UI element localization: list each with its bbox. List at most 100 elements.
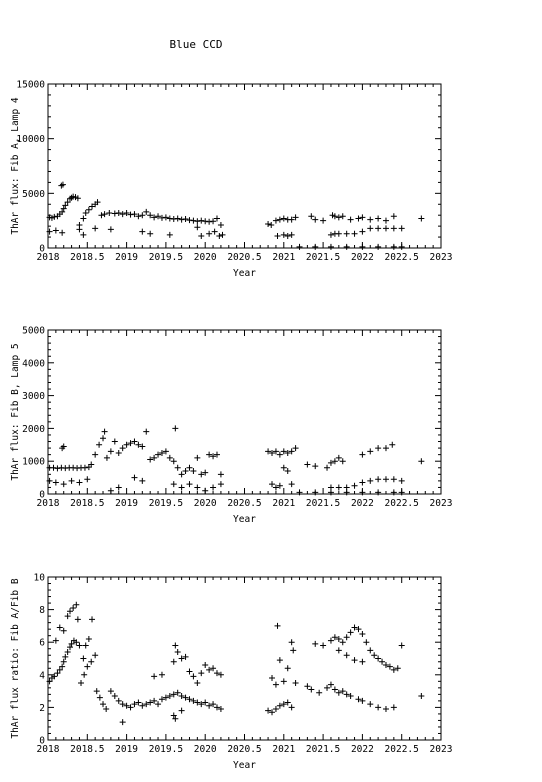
data-point xyxy=(398,225,405,232)
data-point xyxy=(339,639,346,646)
data-point xyxy=(210,701,217,708)
y-tick-label: 0 xyxy=(39,490,45,501)
data-point xyxy=(178,471,185,478)
data-point xyxy=(198,670,205,677)
data-point xyxy=(158,450,165,456)
data-point xyxy=(101,211,108,218)
data-point xyxy=(139,443,146,450)
x-tick-label: 2020.5 xyxy=(227,744,261,755)
figure-title: Blue CCD xyxy=(170,38,223,51)
data-point xyxy=(162,694,169,701)
data-point xyxy=(320,217,327,224)
data-point xyxy=(269,675,276,682)
data-point xyxy=(119,445,126,452)
data-point xyxy=(162,448,169,455)
data-point xyxy=(123,702,130,709)
data-point xyxy=(119,211,126,218)
data-point xyxy=(280,215,287,222)
data-point xyxy=(135,441,142,448)
data-point xyxy=(198,232,205,239)
data-point xyxy=(331,213,338,220)
data-point xyxy=(335,689,342,696)
data-point xyxy=(398,477,405,484)
data-point xyxy=(213,704,220,711)
data-point xyxy=(359,697,366,704)
data-point xyxy=(272,484,279,491)
data-point xyxy=(335,647,342,654)
data-point xyxy=(331,458,338,465)
data-point xyxy=(202,662,209,669)
data-point xyxy=(174,464,181,471)
x-tick-label: 2020.5 xyxy=(227,252,261,263)
data-point xyxy=(190,217,197,224)
data-point xyxy=(355,696,362,703)
data-point xyxy=(182,694,189,701)
data-point xyxy=(382,225,389,232)
data-point xyxy=(190,673,197,680)
x-tick-label: 2018 xyxy=(37,744,60,755)
data-point xyxy=(170,658,177,665)
y-tick-label: 2 xyxy=(39,703,45,714)
data-point xyxy=(127,211,134,218)
data-point xyxy=(269,481,276,488)
data-point xyxy=(70,604,77,611)
data-point xyxy=(308,686,315,693)
data-point xyxy=(316,689,323,696)
x-tick-label: 2021.5 xyxy=(306,744,340,755)
data-point xyxy=(339,458,346,465)
data-point xyxy=(151,673,158,680)
data-point xyxy=(351,624,358,631)
data-point xyxy=(174,648,181,655)
data-point xyxy=(213,451,220,458)
plot-frame xyxy=(47,576,442,741)
data-point xyxy=(60,443,67,450)
plot-frame xyxy=(47,83,442,249)
data-point xyxy=(382,217,389,224)
data-point xyxy=(115,450,122,456)
data-point xyxy=(139,228,146,235)
data-point xyxy=(213,670,220,677)
data-point xyxy=(288,231,295,238)
data-point xyxy=(288,704,295,711)
data-point xyxy=(85,206,92,213)
x-tick-label: 2022.5 xyxy=(385,744,419,755)
data-point xyxy=(272,217,279,224)
data-point xyxy=(73,639,80,646)
data-point xyxy=(390,225,397,232)
y-tick-label: 10000 xyxy=(16,134,45,145)
data-point xyxy=(210,665,217,672)
data-point xyxy=(158,671,165,678)
data-point xyxy=(327,459,334,466)
data-point xyxy=(194,454,201,461)
data-point xyxy=(147,456,154,463)
data-point xyxy=(59,229,66,236)
data-point xyxy=(390,213,397,220)
data-point xyxy=(178,484,185,491)
x-tick-label: 2019.5 xyxy=(149,252,183,263)
data-point xyxy=(280,678,287,685)
data-point xyxy=(186,696,193,703)
data-point xyxy=(265,707,272,714)
data-point xyxy=(375,489,382,496)
data-point xyxy=(265,220,272,227)
data-point xyxy=(367,477,374,484)
data-point xyxy=(158,214,165,221)
data-point xyxy=(274,622,281,629)
y-tick-label: 10 xyxy=(34,573,46,584)
data-point xyxy=(367,225,374,232)
data-point xyxy=(280,231,287,238)
data-point xyxy=(347,216,354,223)
data-point xyxy=(284,450,291,456)
data-point xyxy=(54,465,61,472)
data-point xyxy=(155,701,162,708)
data-point xyxy=(265,448,272,455)
data-point xyxy=(292,214,299,221)
data-point xyxy=(170,458,177,465)
data-point xyxy=(139,212,146,219)
data-point xyxy=(371,652,378,659)
y-axis-label: ThAr flux ratio: Fib A/Fib B xyxy=(10,578,21,738)
data-point xyxy=(217,481,224,488)
data-point xyxy=(103,454,110,461)
data-point xyxy=(135,213,142,220)
y-tick-label: 15000 xyxy=(16,80,45,91)
